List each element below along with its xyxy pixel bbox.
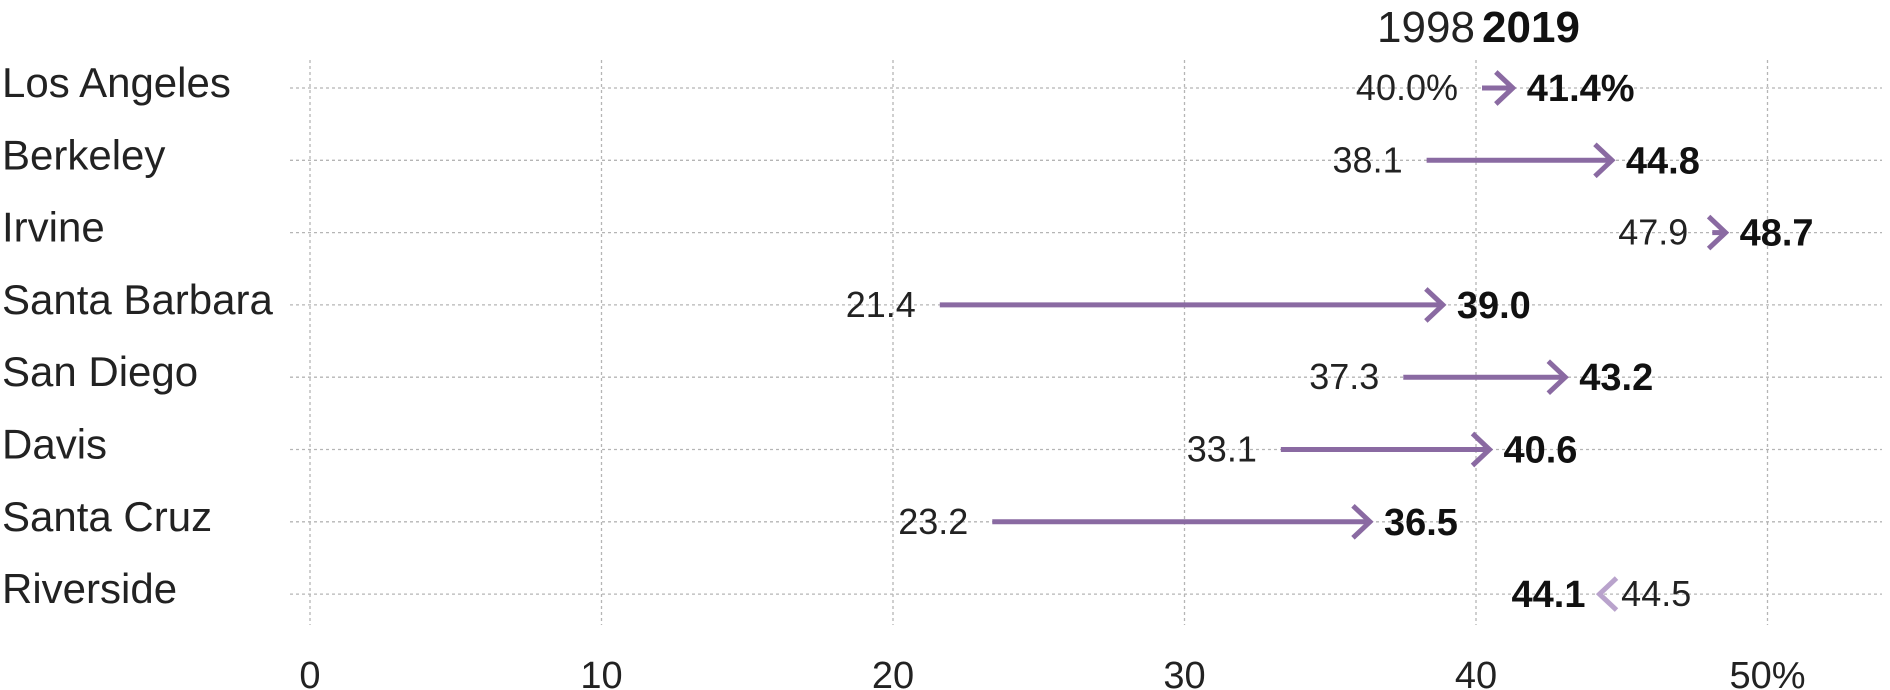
row-label: San Diego — [2, 348, 198, 395]
value-2019: 40.6 — [1503, 430, 1577, 472]
row-label: Santa Barbara — [2, 276, 273, 323]
value-1998: 40.0% — [1356, 67, 1458, 108]
arrow-head — [1593, 142, 1616, 179]
row-riverside: Riverside 44.5 44.1 — [2, 565, 1882, 616]
value-1998: 23.2 — [898, 501, 968, 542]
x-axis-ticks: 0 10 20 30 40 50% — [299, 655, 1805, 690]
legend: 1998 2019 — [1377, 3, 1580, 52]
arrow-head — [1494, 70, 1517, 106]
row-los-angeles: Los Angeles 40.0% 41.4% — [2, 59, 1882, 110]
x-tick-label: 40 — [1455, 655, 1497, 690]
arrow-head — [1706, 214, 1730, 251]
arrow-head — [1470, 431, 1494, 468]
row-label: Berkeley — [2, 131, 165, 178]
x-tick-label: 50% — [1729, 655, 1805, 690]
value-2019: 36.5 — [1384, 502, 1458, 544]
value-1998: 47.9 — [1618, 212, 1688, 253]
row-irvine: Irvine 47.9 48.7 — [2, 204, 1882, 255]
legend-1998: 1998 — [1377, 3, 1475, 52]
x-tick-label: 30 — [1163, 655, 1205, 690]
x-tick-label: 10 — [580, 655, 622, 690]
row-san-diego: San Diego 37.3 43.2 — [2, 348, 1882, 399]
row-santa-cruz: Santa Cruz 23.2 36.5 — [2, 493, 1882, 544]
x-tick-label: 0 — [299, 655, 320, 690]
arrow-head — [1595, 576, 1619, 612]
row-label: Davis — [2, 421, 107, 468]
value-2019: 43.2 — [1579, 357, 1653, 399]
row-label: Los Angeles — [2, 59, 231, 106]
value-1998: 21.4 — [846, 284, 916, 325]
x-tick-label: 20 — [872, 655, 914, 690]
row-label: Irvine — [2, 204, 105, 251]
value-1998: 37.3 — [1309, 356, 1379, 397]
row-santa-barbara: Santa Barbara 21.4 39.0 — [2, 276, 1882, 327]
value-2019: 44.1 — [1512, 574, 1586, 616]
row-label: Santa Cruz — [2, 493, 212, 540]
value-1998: 33.1 — [1187, 429, 1257, 470]
value-2019: 41.4% — [1527, 68, 1635, 110]
row-label: Riverside — [2, 565, 177, 612]
value-1998: 38.1 — [1333, 139, 1403, 180]
legend-2019: 2019 — [1482, 3, 1580, 52]
value-2019: 44.8 — [1626, 140, 1700, 182]
row-berkeley: Berkeley 38.1 44.8 — [2, 131, 1882, 182]
grid-layer — [309, 60, 1769, 625]
rows: Los Angeles 40.0% 41.4% Berkeley 38.1 44.8 Irv… — [2, 59, 1882, 616]
value-2019: 39.0 — [1457, 285, 1531, 327]
arrow-head — [1546, 359, 1569, 396]
arrow-head — [1424, 287, 1447, 323]
row-davis: Davis 33.1 40.6 — [2, 421, 1882, 472]
arrow-head — [1351, 503, 1374, 540]
value-2019: 48.7 — [1740, 213, 1814, 255]
value-1998: 44.5 — [1621, 573, 1691, 614]
